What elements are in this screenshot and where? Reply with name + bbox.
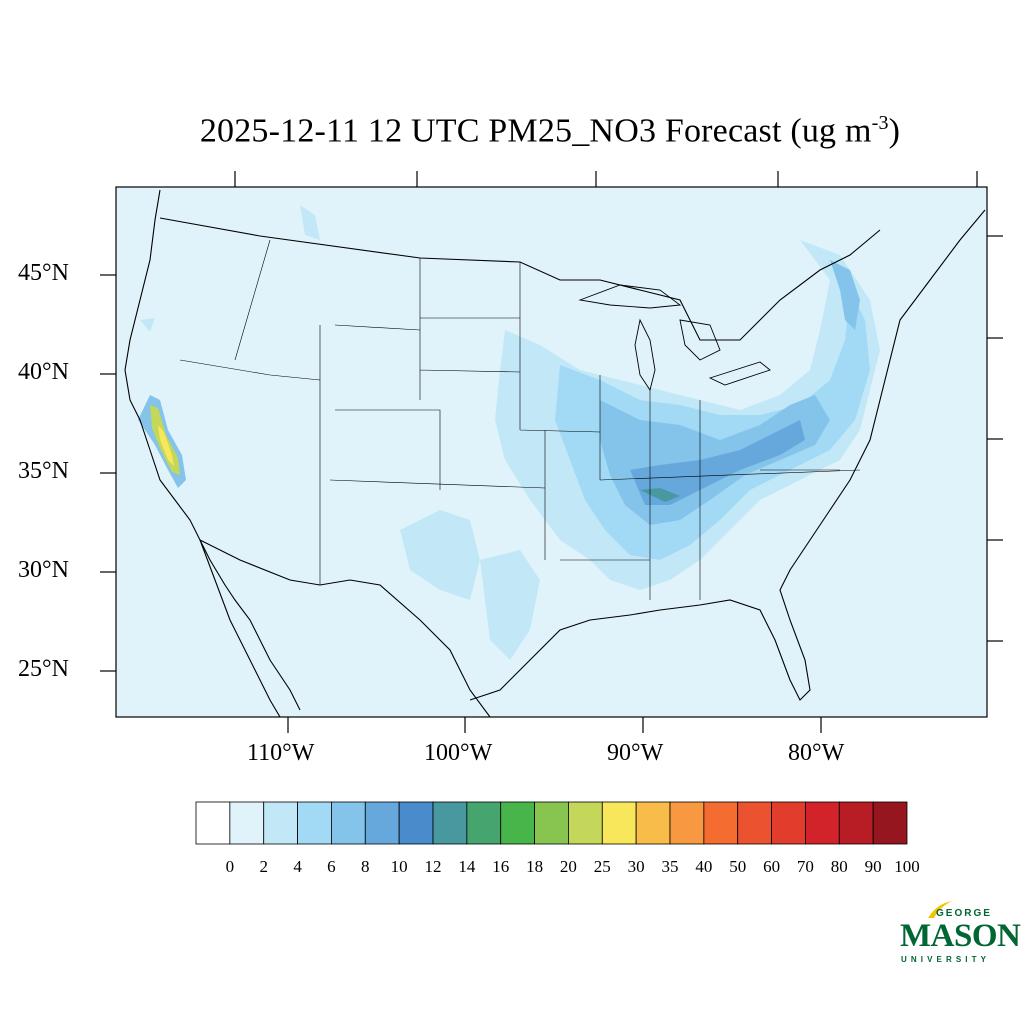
colorbar-label: 100 bbox=[894, 857, 920, 876]
lon-label: 110°W bbox=[247, 740, 315, 766]
logo-george: GEORGE bbox=[936, 908, 992, 919]
colorbar-swatch bbox=[635, 801, 671, 845]
pm-contour-level-2 bbox=[400, 510, 480, 600]
colorbar-swatch bbox=[737, 801, 772, 845]
pm-contour-california-peak bbox=[158, 425, 174, 466]
lat-label: 30°N bbox=[18, 557, 69, 583]
colorbar-label: 80 bbox=[830, 857, 848, 876]
gmu-logo: GEORGE MASON UNIVERSITY bbox=[898, 900, 1021, 970]
lat-label: 25°N bbox=[18, 656, 69, 682]
title-unit-exponent: -3 bbox=[871, 112, 889, 134]
colorbar-swatch bbox=[872, 801, 908, 845]
colorbar-swatch bbox=[297, 801, 332, 845]
map-frame bbox=[115, 186, 988, 718]
colorbar-label: 90 bbox=[864, 857, 882, 876]
coastline-gulf bbox=[469, 209, 986, 701]
pm-contour-level-10 bbox=[630, 420, 805, 505]
colorbar-label: 40 bbox=[695, 857, 713, 876]
us-mexico-border bbox=[199, 539, 491, 717]
colorbar-swatch bbox=[195, 801, 231, 845]
colorbar-label: 6 bbox=[327, 857, 336, 876]
lon-label: 100°W bbox=[424, 740, 493, 766]
coastline-west bbox=[124, 189, 301, 711]
pm-contour-level-2 bbox=[140, 318, 155, 332]
colorbar-label: 2 bbox=[259, 857, 268, 876]
colorbar-label: 50 bbox=[729, 857, 747, 876]
colorbar-label: 12 bbox=[424, 857, 442, 876]
colorbar-swatch bbox=[838, 801, 874, 845]
colorbar-label: 18 bbox=[526, 857, 544, 876]
colorbar-label: 16 bbox=[492, 857, 510, 876]
logo-mason: MASON bbox=[900, 918, 1021, 954]
colorbar-label: 30 bbox=[627, 857, 645, 876]
logo-university: UNIVERSITY bbox=[901, 955, 991, 964]
colorbar-swatch bbox=[229, 801, 265, 845]
pm-contour-level-2 bbox=[480, 550, 540, 660]
title-close: ) bbox=[888, 112, 901, 150]
colorbar-swatch bbox=[331, 801, 366, 845]
colorbar-swatch bbox=[601, 801, 637, 845]
colorbar-swatch bbox=[466, 801, 502, 845]
lat-label: 45°N bbox=[18, 260, 69, 286]
lake-superior bbox=[578, 284, 682, 309]
colorbar-swatch bbox=[263, 801, 298, 845]
lon-label: 90°W bbox=[607, 740, 664, 766]
colorbar-swatch bbox=[398, 801, 434, 845]
pm-contour-level-8 bbox=[830, 260, 860, 330]
title-text: 2025-12-11 12 UTC PM25_NO3 Forecast (ug … bbox=[199, 112, 872, 150]
colorbar-label: 8 bbox=[361, 857, 370, 876]
lat-label: 40°N bbox=[18, 359, 69, 385]
map-title: 2025-12-11 12 UTC PM25_NO3 Forecast (ug … bbox=[0, 112, 1024, 150]
coastline-baja bbox=[199, 539, 281, 717]
us-canada-border bbox=[159, 217, 881, 341]
colorbar-label: 14 bbox=[458, 857, 476, 876]
colorbar-label: 35 bbox=[661, 857, 679, 876]
colorbar-label: 70 bbox=[796, 857, 814, 876]
colorbar-swatch bbox=[568, 801, 603, 845]
colorbar-swatch bbox=[771, 801, 806, 845]
colorbar-label: 4 bbox=[293, 857, 302, 876]
pm-contour-level-2 bbox=[300, 205, 320, 240]
colorbar-swatch bbox=[669, 801, 705, 845]
colorbar-swatch bbox=[805, 801, 840, 845]
colorbar-label: 0 bbox=[225, 857, 235, 876]
colorbar bbox=[195, 801, 908, 845]
colorbar-swatch bbox=[364, 801, 400, 845]
lake-erie bbox=[708, 361, 771, 386]
lat-label: 35°N bbox=[18, 458, 69, 484]
lake-huron bbox=[679, 319, 721, 361]
lake-michigan bbox=[634, 318, 656, 392]
colorbar-swatch bbox=[534, 801, 569, 845]
logo-swoosh-icon bbox=[928, 901, 952, 918]
colorbar-swatch bbox=[432, 801, 468, 845]
colorbar-label: 20 bbox=[559, 857, 577, 876]
colorbar-label: 60 bbox=[763, 857, 781, 876]
colorbar-swatch bbox=[500, 801, 535, 845]
colorbar-label: 10 bbox=[390, 857, 408, 876]
colorbar-swatch bbox=[703, 801, 739, 845]
colorbar-label: 25 bbox=[593, 857, 611, 876]
lon-label: 80°W bbox=[788, 740, 845, 766]
state-boundaries bbox=[179, 239, 861, 600]
